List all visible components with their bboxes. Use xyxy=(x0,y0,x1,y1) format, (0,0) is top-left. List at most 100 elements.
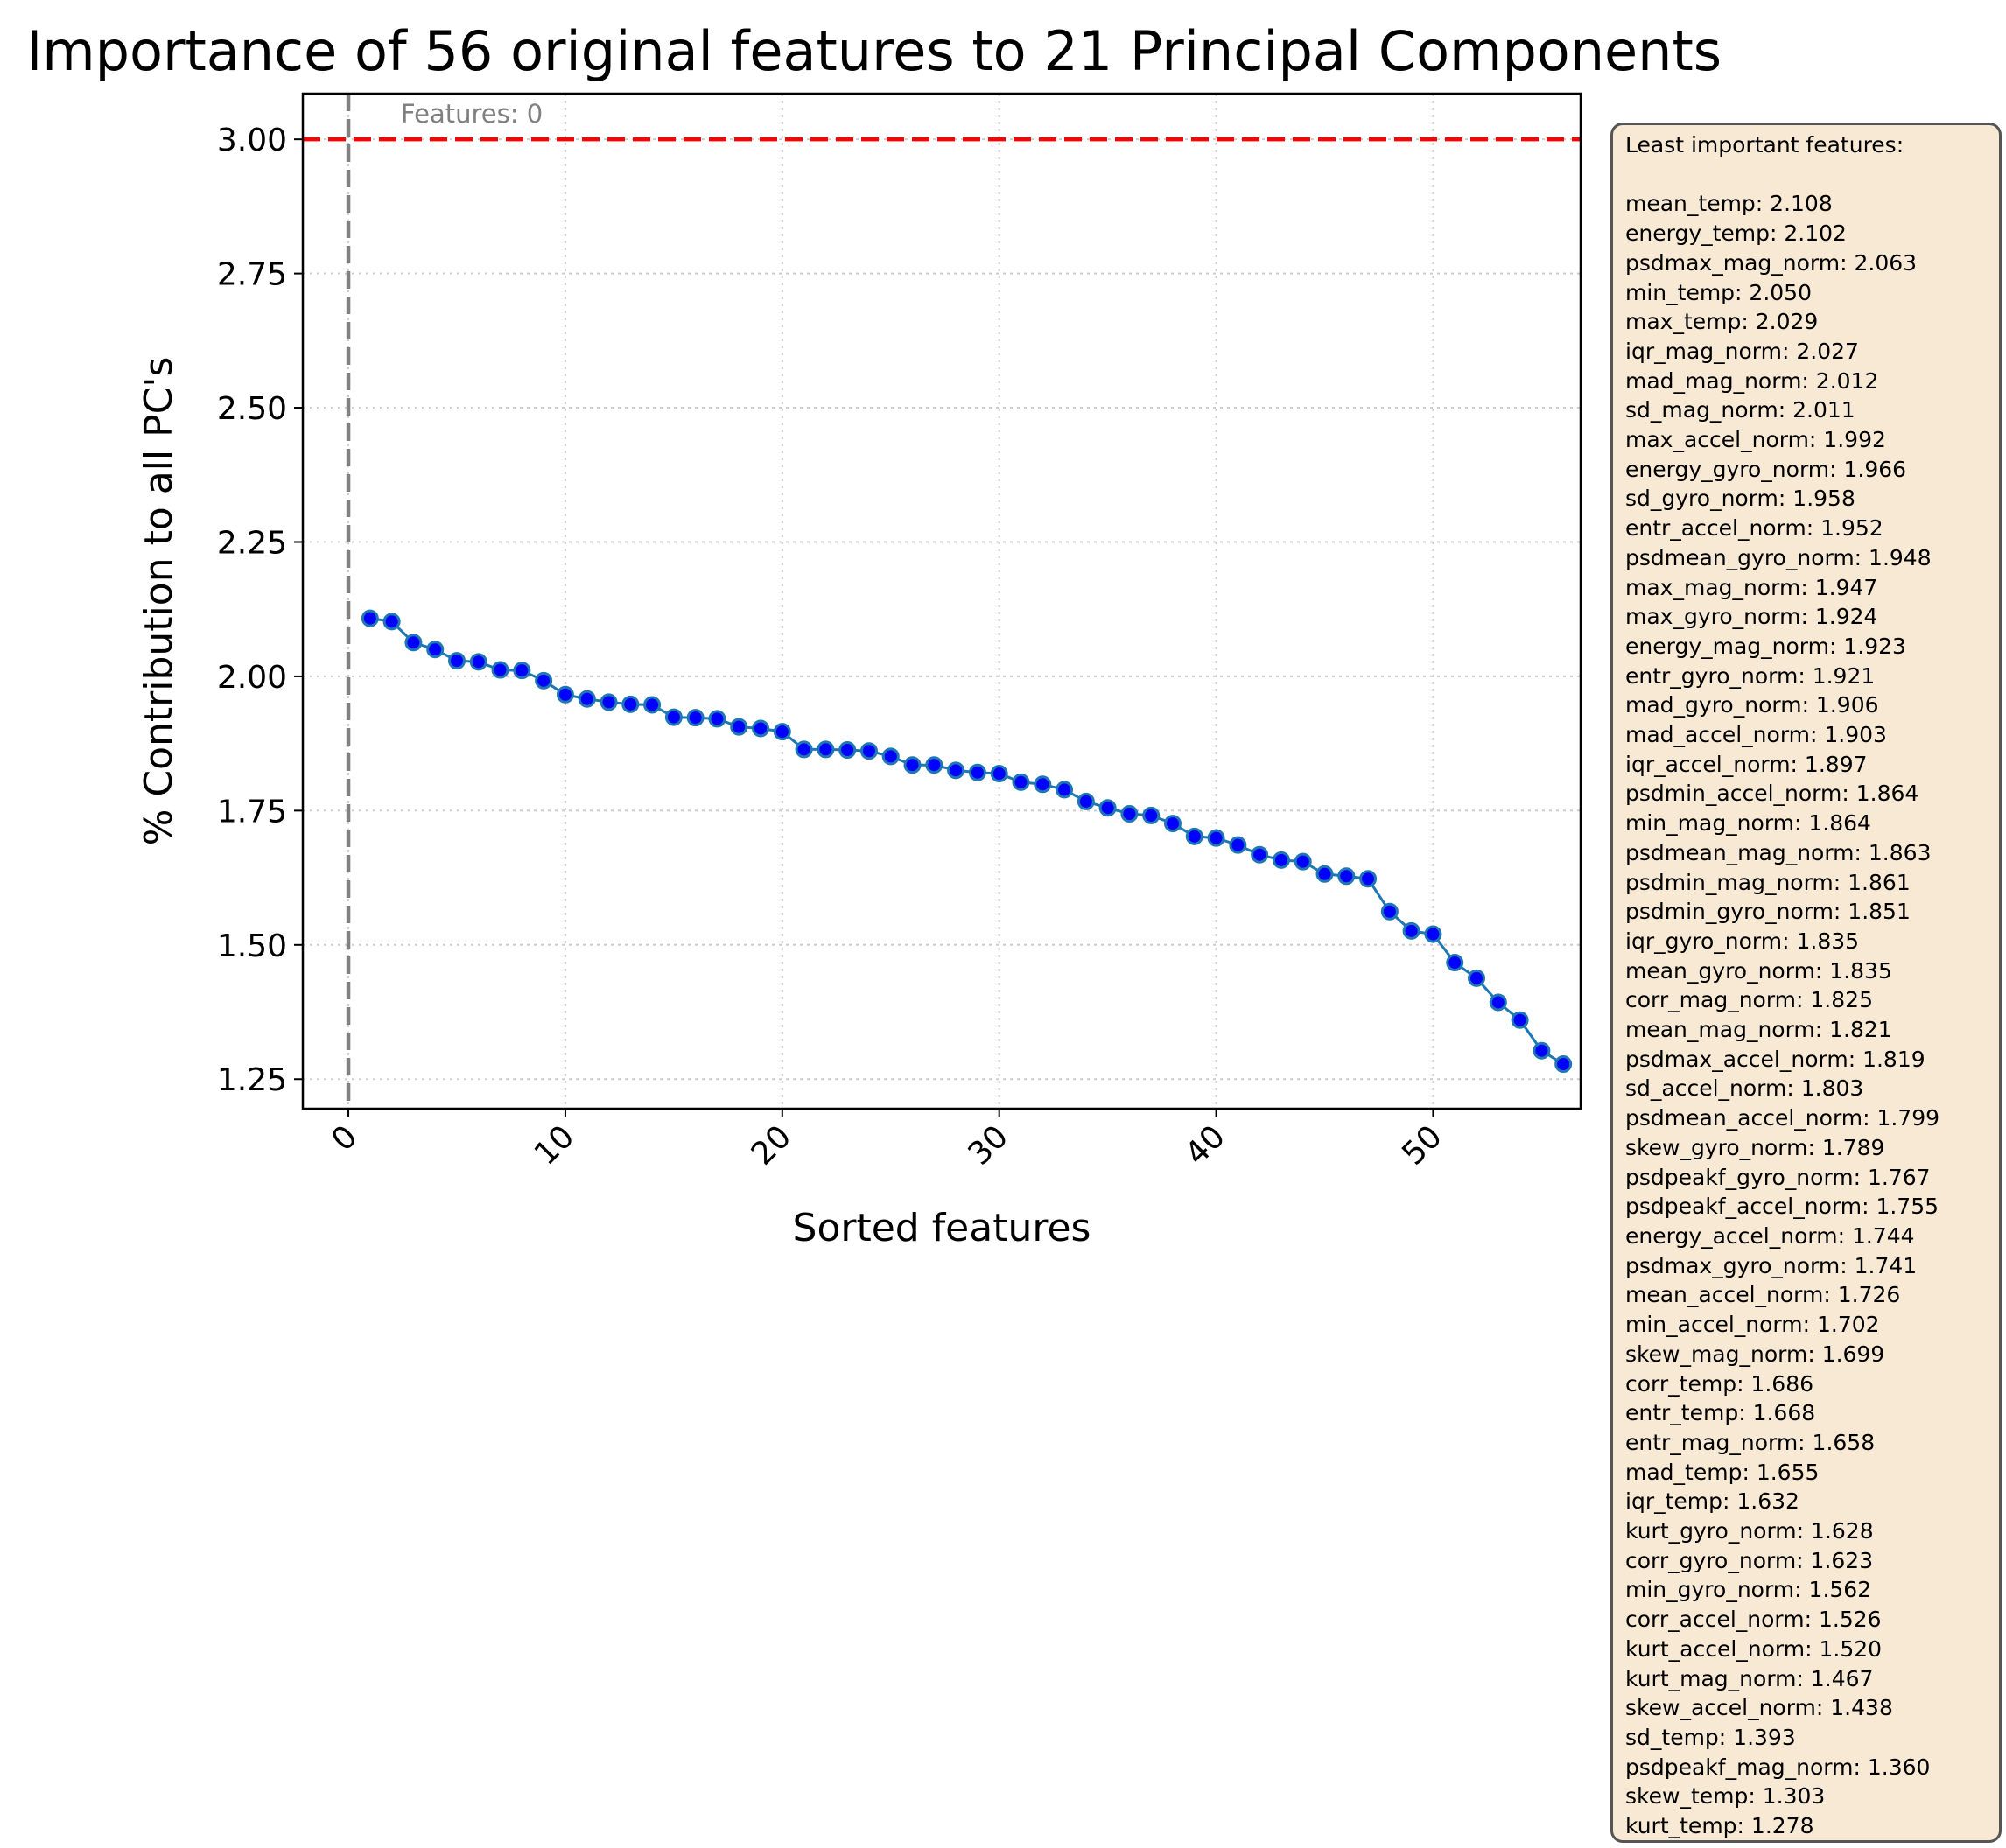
data-point xyxy=(1315,864,1334,883)
box-item: corr_temp: 1.686 xyxy=(1625,1370,1814,1396)
data-point xyxy=(447,652,466,670)
box-item: entr_temp: 1.668 xyxy=(1625,1400,1816,1426)
data-point xyxy=(600,693,618,711)
box-item: mean_accel_norm: 1.726 xyxy=(1625,1282,1901,1308)
box-item: skew_gyro_norm: 1.789 xyxy=(1625,1134,1885,1160)
data-point xyxy=(686,709,705,727)
box-item: max_accel_norm: 1.992 xyxy=(1625,427,1886,453)
data-point xyxy=(1489,993,1507,1012)
box-item: min_mag_norm: 1.864 xyxy=(1625,810,1871,836)
data-point xyxy=(1402,921,1420,940)
data-point xyxy=(469,653,487,671)
box-item: sd_accel_norm: 1.803 xyxy=(1625,1075,1864,1102)
data-point xyxy=(773,723,791,741)
data-point xyxy=(752,719,770,738)
data-point xyxy=(903,756,922,774)
x-tick-label: 0 xyxy=(325,1118,364,1158)
data-point xyxy=(361,609,379,627)
box-items: mean_temp: 2.108 energy_temp: 2.102 psdmax… xyxy=(1625,189,1999,1840)
box-item: energy_gyro_norm: 1.966 xyxy=(1625,456,1907,482)
data-point xyxy=(1468,969,1486,987)
data-point xyxy=(513,662,531,680)
box-item: max_mag_norm: 1.947 xyxy=(1625,574,1878,600)
data-point xyxy=(1120,805,1139,823)
data-point xyxy=(1380,902,1399,920)
box-item: max_temp: 2.029 xyxy=(1625,309,1819,335)
box-item: psdmean_accel_norm: 1.799 xyxy=(1625,1105,1940,1131)
box-item: sd_gyro_norm: 1.958 xyxy=(1625,486,1855,512)
data-point xyxy=(795,740,813,759)
data-point xyxy=(1163,815,1182,833)
y-tick-label: 2.50 xyxy=(217,391,287,427)
box-spacer xyxy=(1625,160,1999,190)
data-point xyxy=(1142,806,1161,824)
x-tick-label: 30 xyxy=(962,1118,1015,1172)
box-item: skew_temp: 1.303 xyxy=(1625,1783,1826,1810)
data-point xyxy=(881,747,900,766)
reference-lines: Features: 0 xyxy=(303,94,1581,1109)
data-point xyxy=(1294,852,1312,871)
plot-area-frame xyxy=(301,92,1582,1110)
grid xyxy=(303,94,1581,1109)
x-axis-label: Sorted features xyxy=(793,1206,1091,1250)
data-point xyxy=(730,718,748,736)
data-point xyxy=(1272,850,1290,869)
data-point xyxy=(708,710,726,728)
data-point xyxy=(404,634,423,652)
y-tick-label: 1.75 xyxy=(217,794,287,830)
box-item: kurt_temp: 1.278 xyxy=(1625,1813,1814,1839)
data-point xyxy=(1185,827,1203,845)
data-point xyxy=(947,761,965,780)
box-item: iqr_temp: 1.632 xyxy=(1625,1488,1799,1515)
y-axis-label: % Contribution to all PC's xyxy=(137,357,181,846)
data-point xyxy=(1533,1041,1551,1060)
box-item: min_accel_norm: 1.702 xyxy=(1625,1312,1880,1338)
box-item: energy_accel_norm: 1.744 xyxy=(1625,1223,1915,1249)
x-tick-label: 40 xyxy=(1179,1118,1232,1172)
box-item: energy_mag_norm: 1.923 xyxy=(1625,633,1906,659)
box-item: corr_gyro_norm: 1.623 xyxy=(1625,1547,1874,1573)
data-point xyxy=(1511,1011,1529,1029)
box-item: psdpeakf_accel_norm: 1.755 xyxy=(1625,1194,1939,1220)
box-item: iqr_mag_norm: 2.027 xyxy=(1625,338,1859,364)
box-item: mad_temp: 1.655 xyxy=(1625,1459,1820,1485)
x-tick-label: 20 xyxy=(745,1118,798,1172)
box-item: psdmin_accel_norm: 1.864 xyxy=(1625,780,1919,807)
box-item: psdmean_gyro_norm: 1.948 xyxy=(1625,544,1932,570)
data-point xyxy=(1424,925,1442,943)
data-point xyxy=(859,742,878,760)
box-item: mean_mag_norm: 1.821 xyxy=(1625,1017,1892,1043)
data-point xyxy=(990,765,1008,783)
data-point xyxy=(1446,954,1464,972)
box-item: psdmin_mag_norm: 1.861 xyxy=(1625,869,1911,895)
box-item: max_gyro_norm: 1.924 xyxy=(1625,604,1878,630)
box-item: skew_accel_norm: 1.438 xyxy=(1625,1695,1893,1721)
box-item: sd_mag_norm: 2.011 xyxy=(1625,397,1855,424)
y-axis-ticks: 1.25 1.50 1.75 2.00 2.25 2.50 2.75 3.00 xyxy=(217,122,303,1098)
box-item: corr_accel_norm: 1.526 xyxy=(1625,1606,1882,1633)
box-item: mad_accel_norm: 1.903 xyxy=(1625,722,1887,748)
data-point xyxy=(1012,773,1030,791)
data-point xyxy=(1056,780,1074,799)
box-item: corr_mag_norm: 1.825 xyxy=(1625,987,1873,1013)
data-point xyxy=(1077,792,1095,810)
data-point xyxy=(1554,1055,1573,1074)
data-point xyxy=(817,740,835,759)
box-item: mean_temp: 2.108 xyxy=(1625,191,1833,217)
box-item: entr_mag_norm: 1.658 xyxy=(1625,1429,1876,1455)
box-item: psdmax_gyro_norm: 1.741 xyxy=(1625,1252,1918,1278)
chart-title: Importance of 56 original features to 21… xyxy=(26,19,1722,83)
x-axis-ticks: 0 10 20 30 40 50 xyxy=(325,1109,1449,1172)
data-point xyxy=(426,640,445,659)
box-item: psdmin_gyro_norm: 1.851 xyxy=(1625,899,1911,925)
data-point xyxy=(382,612,401,631)
data-point xyxy=(621,695,640,713)
box-item: iqr_accel_norm: 1.897 xyxy=(1625,751,1868,777)
data-series xyxy=(361,609,1573,1074)
data-point xyxy=(578,690,596,708)
data-point xyxy=(1251,845,1269,864)
box-item: min_gyro_norm: 1.562 xyxy=(1625,1577,1872,1603)
box-item: entr_accel_norm: 1.952 xyxy=(1625,515,1883,542)
box-item: psdmean_mag_norm: 1.863 xyxy=(1625,839,1932,865)
